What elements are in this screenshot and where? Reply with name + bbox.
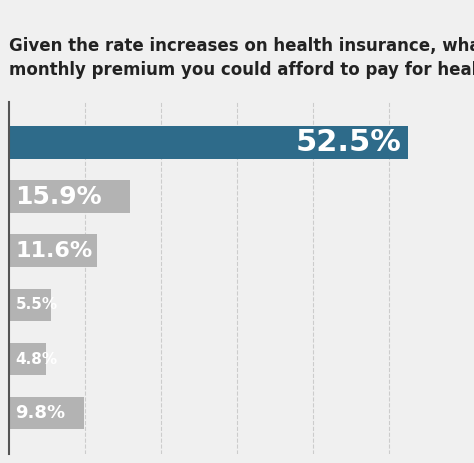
Text: Given the rate increases on health insurance, what is the highest
monthly premiu: Given the rate increases on health insur… — [9, 37, 474, 79]
Text: 52.5%: 52.5% — [296, 128, 401, 157]
Text: 15.9%: 15.9% — [16, 185, 102, 209]
Bar — [9, 397, 84, 429]
Text: 11.6%: 11.6% — [16, 241, 93, 261]
Bar — [9, 181, 130, 213]
Bar — [9, 234, 98, 267]
Bar — [9, 288, 51, 321]
Text: 4.8%: 4.8% — [16, 351, 58, 367]
Bar — [9, 126, 408, 159]
Bar — [9, 343, 46, 375]
Text: 5.5%: 5.5% — [16, 297, 58, 313]
Text: 9.8%: 9.8% — [16, 404, 66, 422]
